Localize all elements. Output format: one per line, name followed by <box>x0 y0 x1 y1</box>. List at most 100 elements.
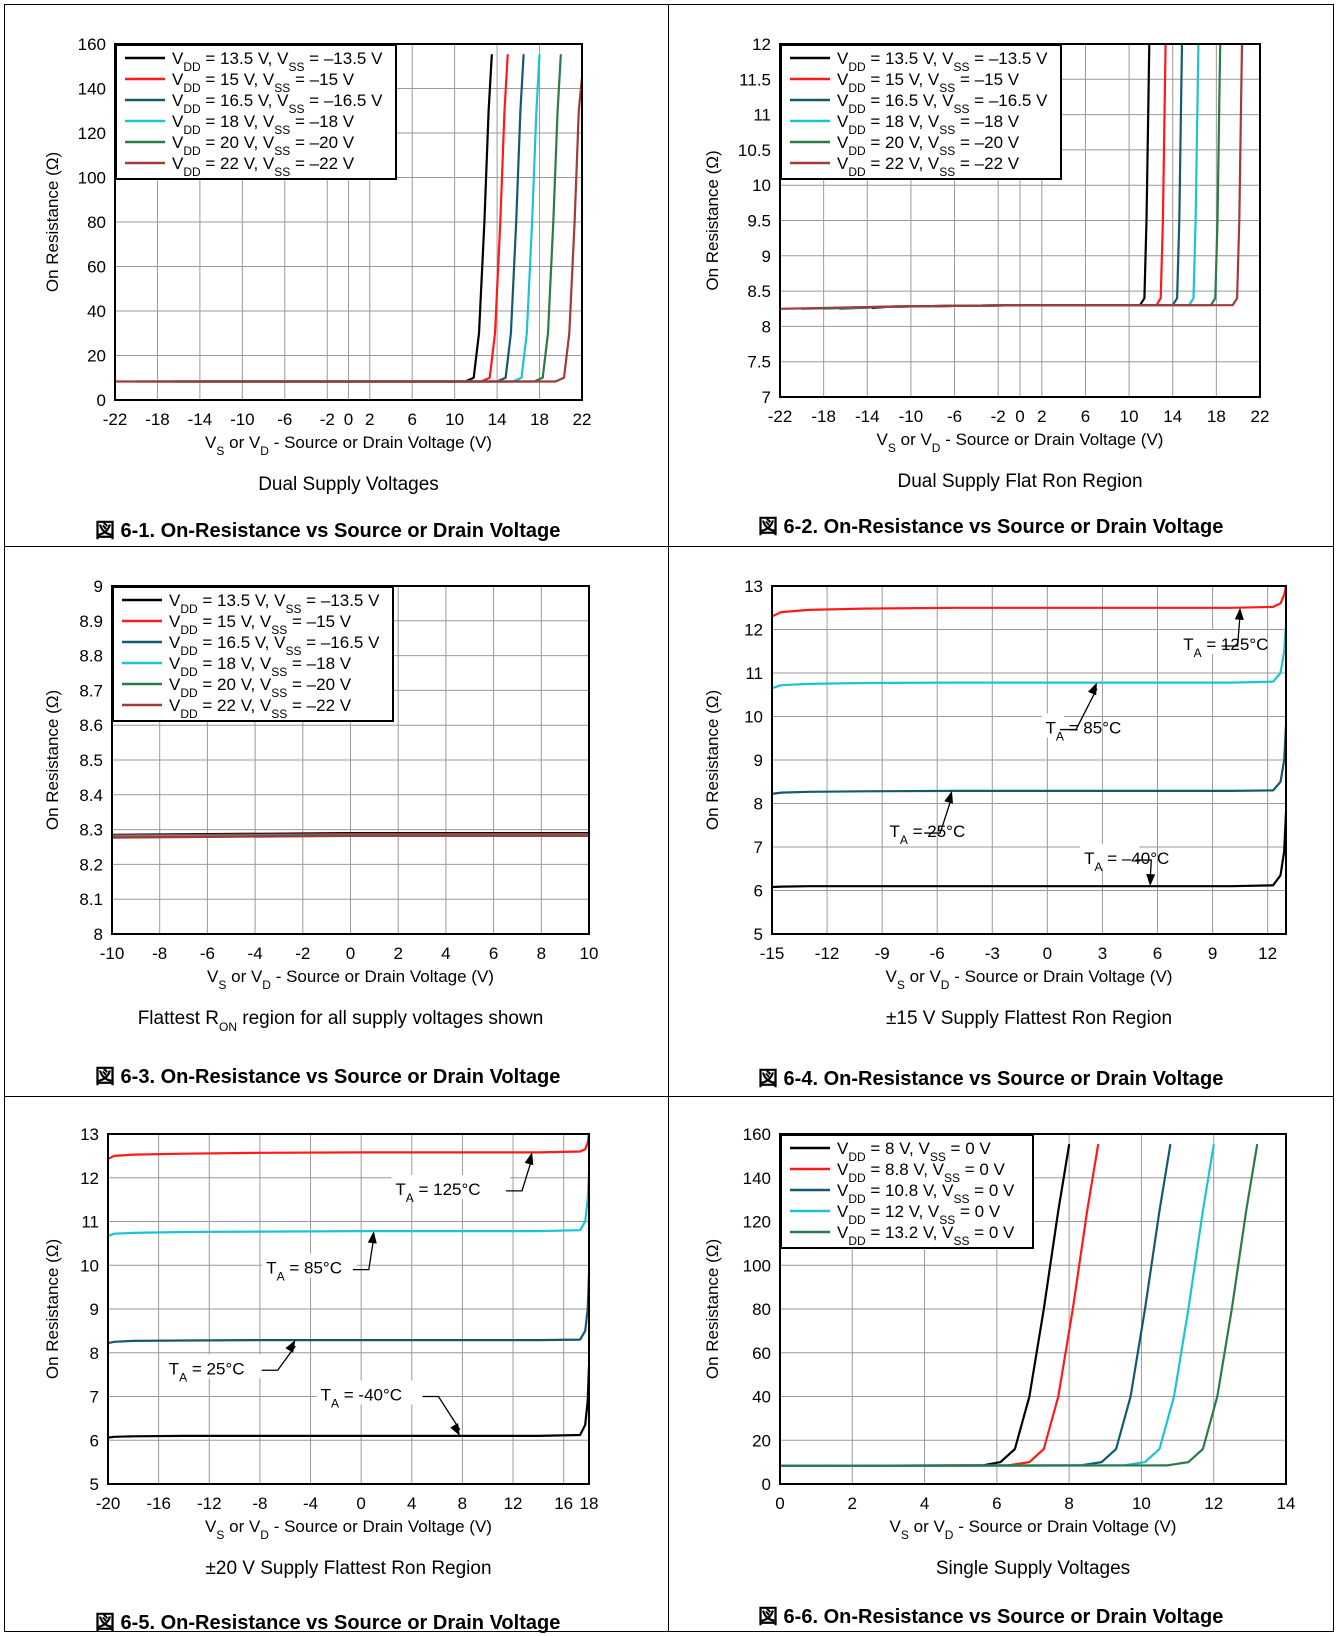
annotation-bg <box>262 1253 357 1278</box>
x-tick-label: 22 <box>1251 407 1270 426</box>
x-tick-label: -10 <box>899 407 924 426</box>
x-tick-label: -8 <box>252 1494 267 1513</box>
annotation-3: TA = 25°C <box>164 1340 296 1384</box>
x-tick-label: -10 <box>100 944 125 963</box>
x-tick-label: -2 <box>320 410 335 429</box>
x-tick-label: 0 <box>775 1494 784 1513</box>
legend-label-4: VDD = 12 V, VSS = 0 V <box>837 1202 1001 1227</box>
legend-label-6: VDD = 22 V, VSS = –22 V <box>169 696 352 721</box>
x-tick-label: 2 <box>1037 407 1046 426</box>
series-line-6 <box>110 834 591 839</box>
x-tick-label: 6 <box>407 410 416 429</box>
x-tick-label: 8 <box>537 944 546 963</box>
x-tick-label: -18 <box>145 410 170 429</box>
x-axis-label: VS or VD - Source or Drain Voltage (V) <box>877 430 1164 455</box>
annotation-arrowhead <box>450 1423 460 1436</box>
annotation-leader <box>924 796 953 834</box>
y-tick-label: 8.6 <box>79 716 103 735</box>
series-line-5 <box>778 1143 1259 1467</box>
y-axis-label: On Resistance (Ω) <box>43 690 62 830</box>
annotation-leader <box>422 1395 461 1431</box>
annotation-label: TA = 125°C <box>1183 635 1268 660</box>
y-tick-label: 8.9 <box>79 612 103 631</box>
annotation-arrowhead <box>367 1231 377 1244</box>
series-line-6 <box>778 42 1244 310</box>
plot-frame <box>771 585 1287 935</box>
x-tick-label: 22 <box>573 410 592 429</box>
x-tick-label: -14 <box>188 410 213 429</box>
legend-box <box>780 1134 1034 1249</box>
legend-label-4: VDD = 18 V, VSS = –18 V <box>169 654 352 679</box>
figure-grid-frame <box>4 4 1334 1632</box>
annotation-bg <box>1080 844 1140 869</box>
chart-subtitle: ±20 V Supply Flattest Ron Region <box>205 1558 491 1579</box>
y-tick-label: 8.2 <box>79 855 103 874</box>
annotation-bg <box>164 1354 266 1379</box>
annotation-leader <box>1135 859 1152 881</box>
series-line-3 <box>106 1272 591 1345</box>
x-tick-label: 4 <box>407 1494 416 1513</box>
x-tick-label: 10 <box>1120 407 1139 426</box>
y-tick-label: 9 <box>94 577 103 596</box>
y-tick-label: 160 <box>743 1125 771 1144</box>
annotation-label: TA = 85°C <box>266 1259 342 1284</box>
y-tick-label: 5 <box>90 1475 99 1494</box>
figure-6-6-caption: 図 6-6. On-Resistance vs Source or Drain … <box>758 1606 1224 1628</box>
row-divider-1 <box>4 546 1334 547</box>
y-tick-label: 10 <box>752 176 771 195</box>
y-tick-label: 140 <box>78 80 106 99</box>
y-tick-label: 20 <box>752 1431 771 1450</box>
figure-6-4-caption: 図 6-4. On-Resistance vs Source or Drain … <box>758 1068 1224 1090</box>
y-tick-label: 120 <box>78 124 106 143</box>
x-axis-label: VS or VD - Source or Drain Voltage (V) <box>886 967 1173 992</box>
y-tick-label: 0 <box>762 1475 771 1494</box>
chart-subtitle: Single Supply Voltages <box>936 1558 1130 1579</box>
figure-6-4-chart: -15 -12 -9 -6 -3 0 3 6 9 12 5 6 7 8 9 10 11 12 13 VS or VD … <box>703 577 1288 1029</box>
legend-label-2: VDD = 15 V, VSS = –15 V <box>837 70 1020 95</box>
x-tick-label: 6 <box>992 1494 1001 1513</box>
annotation-leader <box>505 1158 533 1192</box>
x-tick-label: 14 <box>1277 1494 1296 1513</box>
figure-6-3-chart: -10 -8 -6 -4 -2 0 2 4 6 8 10 8 8.1 8.2 8.3 8.4 8.5 8.6 8.7… <box>43 577 599 1034</box>
x-tick-label: 9 <box>1208 944 1217 963</box>
x-axis-label: VS or VD - Source or Drain Voltage (V) <box>205 433 492 458</box>
legend-label-3: VDD = 10.8 V, VSS = 0 V <box>837 1181 1015 1206</box>
x-tick-label: 2 <box>365 410 374 429</box>
legend-label-3: VDD = 16.5 V, VSS = –16.5 V <box>172 91 383 116</box>
y-tick-label: 8.3 <box>79 821 103 840</box>
figure-6-5-caption: 図 6-5. On-Resistance vs Source or Drain … <box>95 1612 561 1634</box>
y-tick-label: 6 <box>754 882 763 901</box>
annotation-1: TA = 125°C <box>1179 607 1268 660</box>
x-tick-label: 10 <box>445 410 464 429</box>
plot-frame <box>107 1133 590 1485</box>
y-tick-label: 8.4 <box>79 786 103 805</box>
annotation-2: TA = 85°C <box>262 1231 377 1284</box>
y-tick-label: 10 <box>80 1256 99 1275</box>
y-tick-label: 80 <box>752 1300 771 1319</box>
x-tick-label: 8 <box>458 1494 467 1513</box>
legend-label-6: VDD = 22 V, VSS = –22 V <box>837 154 1020 179</box>
y-tick-label: 8 <box>762 317 771 336</box>
chart-subtitle: Dual Supply Flat Ron Region <box>897 471 1142 492</box>
y-tick-label: 60 <box>752 1344 771 1363</box>
x-tick-label: 12 <box>1204 1494 1223 1513</box>
y-tick-label: 12 <box>752 35 771 54</box>
x-tick-label: -6 <box>277 410 292 429</box>
x-tick-label: 12 <box>504 1494 523 1513</box>
x-tick-label: -10 <box>230 410 255 429</box>
x-tick-label: -6 <box>200 944 215 963</box>
annotation-2: TA = 85°C <box>1041 682 1121 744</box>
annotation-arrowhead <box>1087 682 1097 696</box>
x-tick-label: 10 <box>580 944 599 963</box>
y-tick-label: 11.5 <box>739 70 771 89</box>
annotation-arrowhead <box>944 790 954 804</box>
x-tick-label: 12 <box>1258 944 1277 963</box>
y-tick-label: 12 <box>80 1169 99 1188</box>
y-tick-label: 140 <box>743 1169 771 1188</box>
annotation-3: TA = 25°C <box>885 790 965 847</box>
y-tick-label: 13 <box>80 1125 99 1144</box>
x-tick-label: 18 <box>1207 407 1226 426</box>
y-tick-label: 8.8 <box>79 647 103 666</box>
